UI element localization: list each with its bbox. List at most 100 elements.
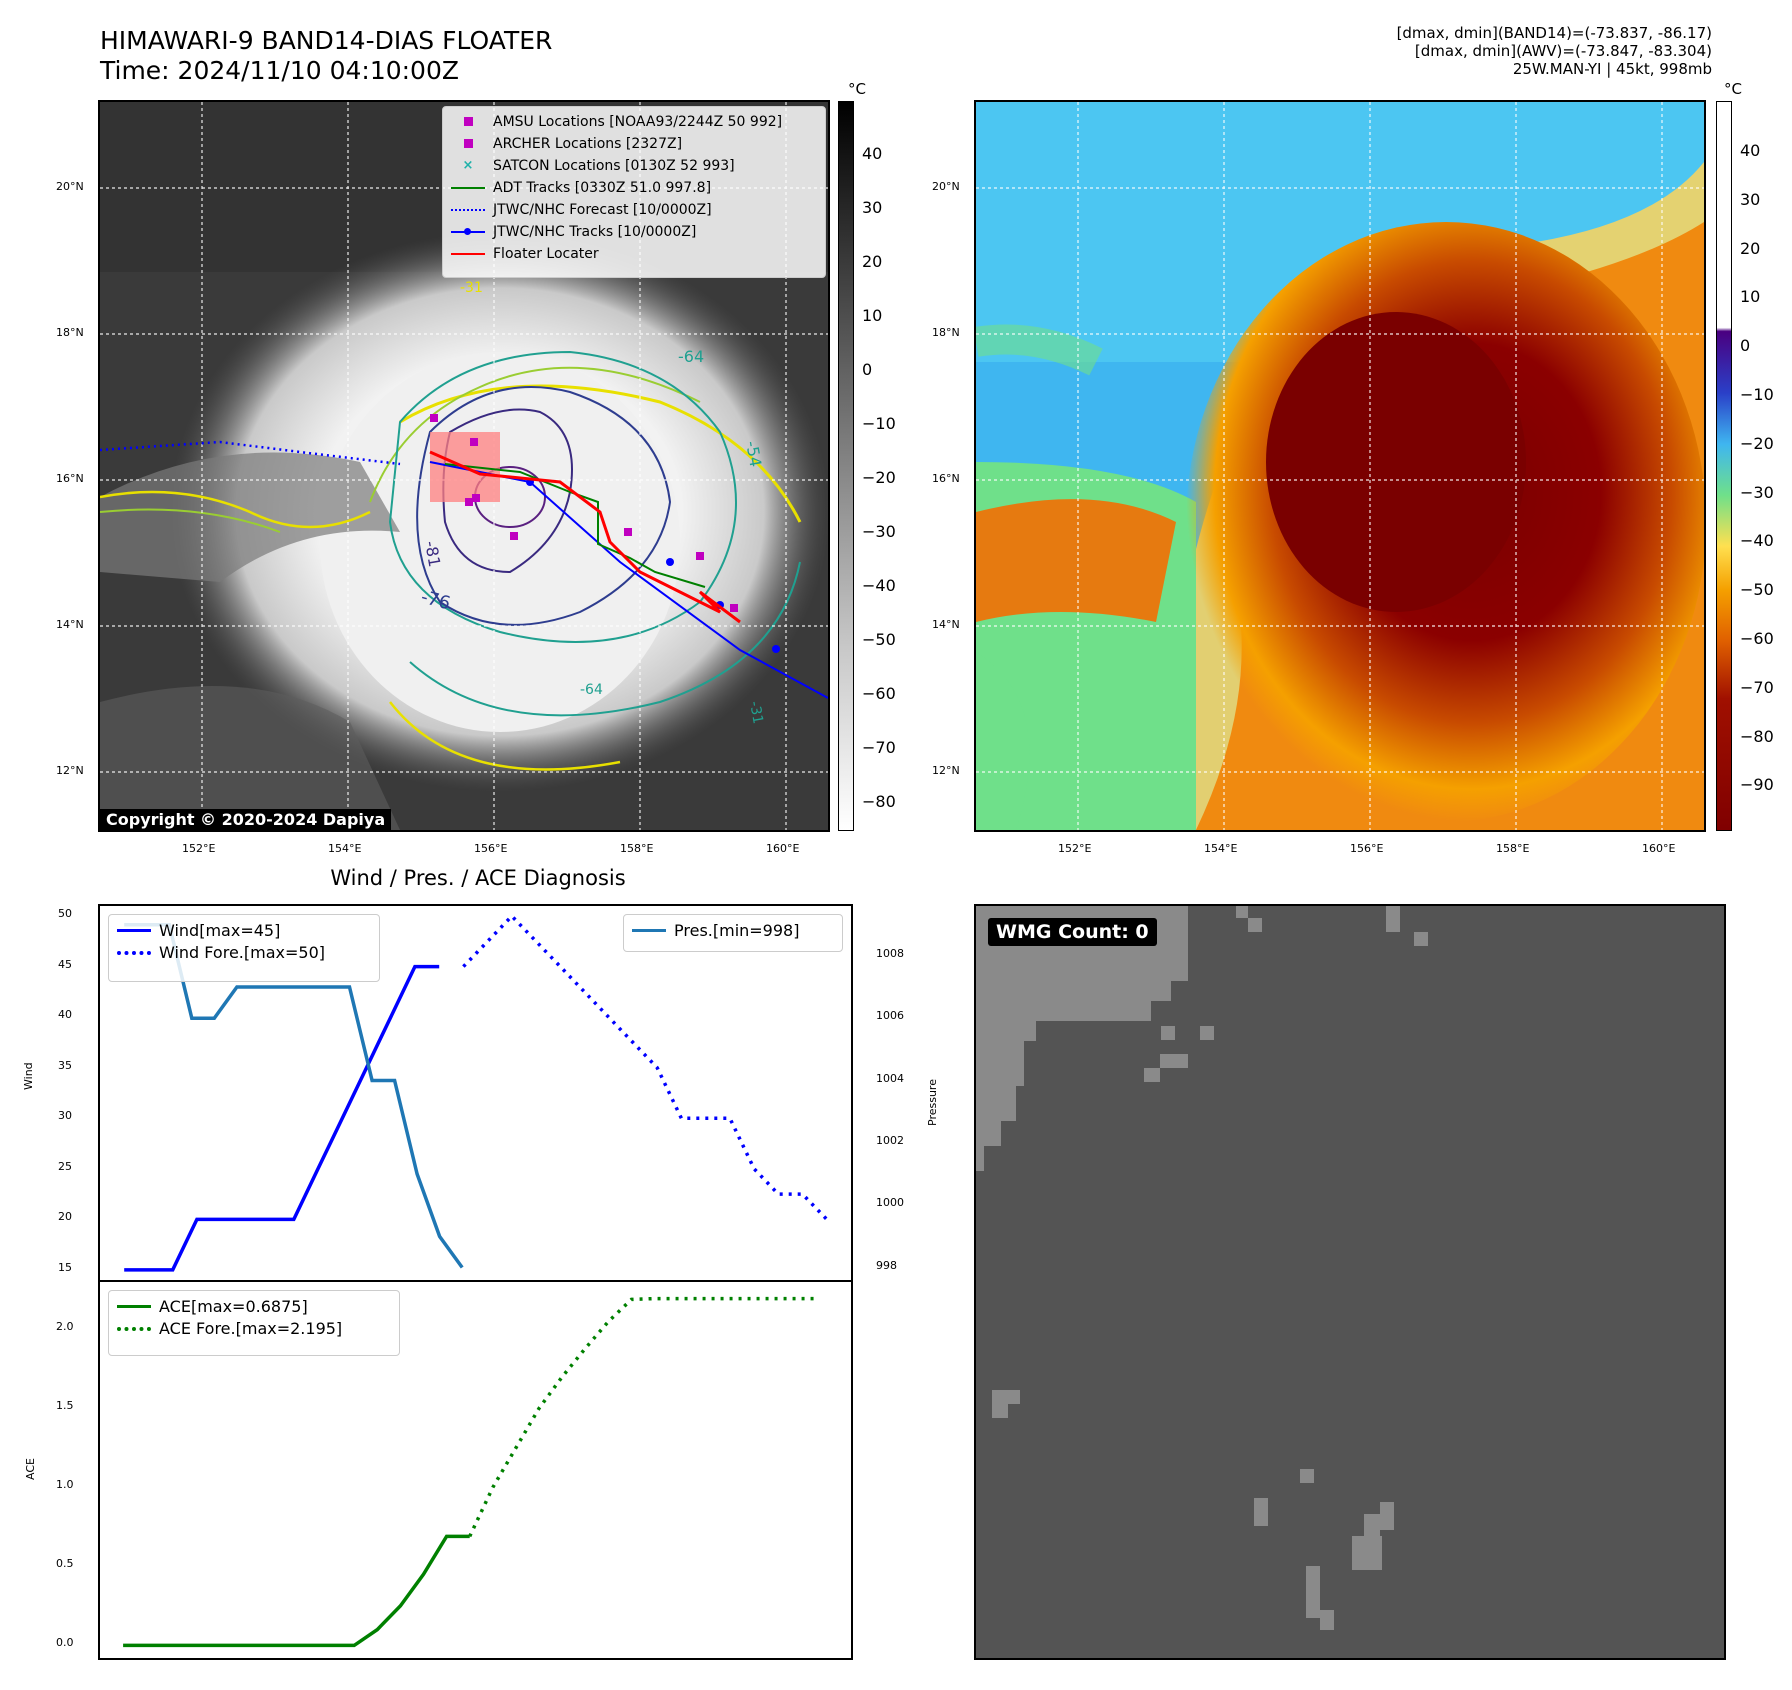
- ace-series-line: [123, 1534, 470, 1648]
- colorbar-tick: −20: [1740, 433, 1774, 453]
- lon-label: 154°E: [1204, 842, 1238, 855]
- diagnosis-title: Wind / Pres. / ACE Diagnosis: [330, 866, 626, 890]
- legend-item-satcon: × SATCON Locations [0130Z 52 993]: [451, 155, 817, 177]
- lat-label: 20°N: [56, 180, 84, 193]
- lon-label: 156°E: [1350, 842, 1384, 855]
- legend-label: SATCON Locations [0130Z 52 993]: [493, 158, 735, 174]
- lat-label: 12°N: [56, 764, 84, 777]
- colorbar-tick: 0: [862, 360, 873, 379]
- lon-label: 154°E: [328, 842, 362, 855]
- colorbar-tick: −40: [1740, 531, 1774, 551]
- square-marker-icon: [451, 117, 485, 127]
- contour-label-4: -81: [421, 539, 444, 568]
- pressure-tick: 998: [876, 1258, 897, 1272]
- contour-label-1: -64: [678, 347, 704, 366]
- awv-map-svg: [976, 102, 1704, 830]
- legend-item-forecast: JTWC/NHC Forecast [10/0000Z]: [451, 199, 817, 221]
- colorbar-tick: −60: [862, 684, 896, 703]
- wind-tick: 50: [58, 907, 72, 921]
- legend-item-wind: Wind[max=45]: [117, 919, 371, 941]
- colorbar-tick: 10: [1740, 287, 1761, 307]
- info-line2: [dmax, dmin](AWV)=(-73.847, -83.304): [1414, 42, 1712, 60]
- colorbar-right: [1716, 101, 1732, 831]
- lat-label: 18°N: [932, 326, 960, 339]
- ace-plot: [123, 1296, 817, 1648]
- colorbar-tick: −10: [862, 414, 896, 433]
- colorbar-tick: −60: [1740, 629, 1774, 648]
- colorbar-left: [838, 101, 854, 831]
- ace-tick: 1.0: [56, 1478, 74, 1492]
- lat-label: 20°N: [932, 180, 960, 193]
- ace-tick: 2.0: [56, 1320, 74, 1334]
- ace-tick: 0.0: [56, 1636, 74, 1650]
- ace-panel: ACE[max=0.6875] ACE Fore.[max=2.195]: [98, 1280, 853, 1660]
- wind-pres-panel: Wind[max=45] Wind Fore.[max=50] Pres.[mi…: [98, 904, 853, 1282]
- contour-label-7: -64: [580, 682, 603, 698]
- legend-label: JTWC/NHC Forecast [10/0000Z]: [493, 202, 712, 218]
- colorbar-tick: −90: [1740, 775, 1774, 795]
- x-marker-icon: ×: [462, 158, 474, 173]
- legend-item-ace-fore: ACE Fore.[max=2.195]: [117, 1317, 391, 1339]
- pressure-legend: Pres.[min=998]: [623, 914, 843, 952]
- wind-tick: 25: [58, 1159, 72, 1173]
- lat-label: 14°N: [56, 618, 84, 631]
- lon-label: 158°E: [1496, 842, 1530, 855]
- dotted-line-icon: [117, 1323, 151, 1333]
- lon-label: 158°E: [620, 842, 654, 855]
- pressure-tick: 1000: [876, 1196, 904, 1210]
- wind-axis-label: Wind: [22, 1062, 35, 1090]
- colorbar-tick: −80: [1740, 726, 1774, 746]
- ace-tick: 0.5: [56, 1557, 74, 1571]
- colorbar-tick: 30: [1740, 189, 1761, 209]
- line-dot-icon: [451, 227, 485, 237]
- colorbar-tick: 10: [862, 306, 883, 325]
- colorbar-right-unit: °C: [1724, 80, 1742, 98]
- wind-tick: 45: [58, 957, 72, 971]
- lon-label: 152°E: [182, 842, 216, 855]
- lat-label: 18°N: [56, 326, 84, 339]
- lat-label: 12°N: [932, 764, 960, 777]
- dotted-line-icon: [451, 205, 485, 215]
- lon-label: 160°E: [766, 842, 800, 855]
- colorbar-tick: −70: [1740, 677, 1774, 697]
- pressure-tick: 1004: [876, 1071, 904, 1085]
- line-icon: [451, 183, 485, 193]
- wind-tick: 35: [58, 1058, 72, 1072]
- legend-item-tracks: JTWC/NHC Tracks [10/0000Z]: [451, 221, 817, 243]
- colorbar-tick: 20: [862, 252, 883, 271]
- wind-tick: 30: [58, 1109, 72, 1123]
- colorbar-tick: −10: [1740, 385, 1774, 404]
- dotted-line-icon: [117, 947, 151, 957]
- awv-map-panel: [974, 100, 1706, 832]
- legend-label: JTWC/NHC Tracks [10/0000Z]: [493, 224, 697, 240]
- contour-label-2: -54: [742, 439, 765, 468]
- info-line1: [dmax, dmin](BAND14)=(-73.837, -86.17): [1396, 24, 1712, 42]
- legend-label: AMSU Locations [NOAA93/2244Z 50 992]: [493, 114, 783, 130]
- lat-label: 16°N: [56, 472, 84, 485]
- colorbar-tick: −70: [862, 738, 896, 757]
- square-marker-icon: [451, 139, 485, 149]
- legend-item-adt: ADT Tracks [0330Z 51.0 997.8]: [451, 177, 817, 199]
- legend-item-wind-fore: Wind Fore.[max=50]: [117, 941, 371, 963]
- legend-item-ace: ACE[max=0.6875]: [117, 1295, 391, 1317]
- wind-series-line: [124, 964, 440, 1272]
- lon-label: 152°E: [1058, 842, 1092, 855]
- wmg-count-badge: WMG Count: 0: [988, 918, 1157, 946]
- ace-tick: 1.5: [56, 1399, 74, 1413]
- colorbar-tick: −30: [1740, 482, 1774, 502]
- lon-label: 156°E: [474, 842, 508, 855]
- wmg-panel: WMG Count: 0: [974, 904, 1726, 1660]
- colorbar-tick: 20: [1740, 238, 1761, 258]
- legend-item-archer: ARCHER Locations [2327Z]: [451, 133, 817, 155]
- legend-label: ADT Tracks [0330Z 51.0 997.8]: [493, 180, 712, 196]
- colorbar-tick: 30: [862, 198, 883, 217]
- wind-legend: Wind[max=45] Wind Fore.[max=50]: [108, 914, 380, 982]
- ace-axis-label: ACE: [24, 1458, 37, 1480]
- legend-label: Wind[max=45]: [159, 920, 281, 940]
- legend-item-pressure: Pres.[min=998]: [632, 919, 834, 941]
- line-icon: [117, 925, 151, 935]
- info-line3: 25W.MAN-YI | 45kt, 998mb: [1512, 60, 1712, 78]
- figure-title: HIMAWARI-9 BAND14-DIAS FLOATER Time: 202…: [100, 26, 552, 86]
- title-line2: Time: 2024/11/10 04:10:00Z: [100, 56, 459, 85]
- ace-forecast-series-line: [468, 1296, 817, 1538]
